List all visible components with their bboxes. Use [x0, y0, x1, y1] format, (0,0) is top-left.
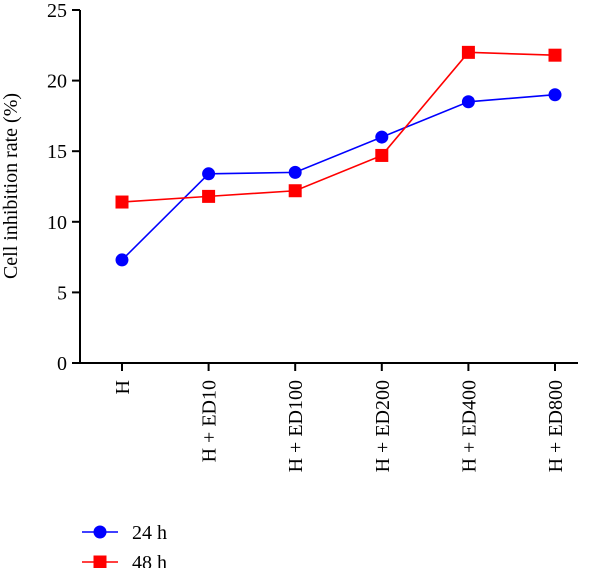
- x-tick-label: H: [112, 380, 134, 394]
- data-point: [461, 95, 475, 109]
- x-tick-label: H + ED100: [285, 380, 307, 472]
- data-point: [548, 48, 562, 62]
- x-tick-label: H + ED200: [372, 380, 394, 472]
- data-point: [288, 184, 302, 198]
- y-tick-label: 5: [57, 282, 67, 304]
- series-1: [115, 88, 562, 267]
- legend-marker: [93, 555, 107, 568]
- y-tick-label: 10: [47, 212, 67, 234]
- x-ticks: H H + ED10 H + ED100 H + ED200 H + ED400 H + …: [112, 363, 567, 472]
- series-line: [121, 93, 556, 261]
- y-tick-label: 15: [47, 141, 67, 163]
- data-point: [288, 165, 302, 179]
- y-tick-label: 0: [57, 353, 67, 375]
- chart-axes: [79, 10, 578, 364]
- y-tick-label: 20: [47, 71, 67, 93]
- data-point: [375, 148, 389, 162]
- data-point: [115, 253, 129, 267]
- x-tick-label: H + ED10: [199, 380, 221, 462]
- series-layer: [115, 45, 562, 267]
- legend-label: 48 h: [132, 552, 167, 568]
- data-point: [461, 45, 475, 59]
- series-line: [121, 51, 556, 203]
- data-point: [115, 195, 129, 209]
- data-point: [202, 167, 216, 181]
- legend: 24 h 48 h: [82, 522, 167, 568]
- legend-item: 48 h: [82, 552, 167, 568]
- x-tick-label: H + ED400: [458, 380, 480, 472]
- legend-marker: [93, 525, 107, 539]
- data-point: [375, 130, 389, 144]
- y-axis-label: Cell inhibition rate (%): [0, 93, 22, 279]
- legend-item: 24 h: [82, 522, 167, 544]
- series-2: [115, 45, 562, 209]
- data-point: [202, 189, 216, 203]
- y-ticks: 0 5 10 15 20 25: [47, 0, 80, 375]
- x-tick-label: H + ED800: [545, 380, 567, 472]
- legend-label: 24 h: [132, 522, 167, 544]
- data-point: [548, 88, 562, 102]
- y-tick-label: 25: [47, 0, 67, 22]
